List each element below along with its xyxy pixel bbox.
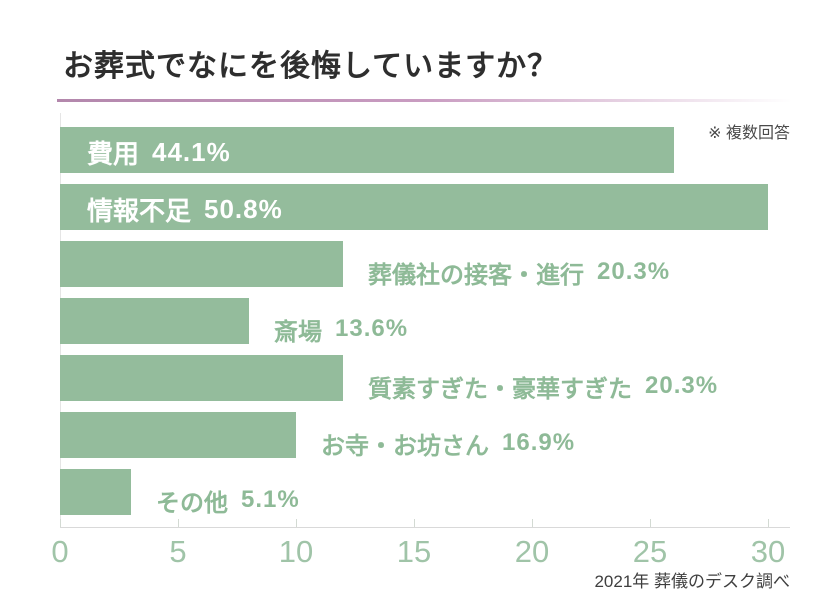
axis-tick-label: 30 — [750, 534, 786, 569]
axis-tick — [296, 519, 297, 527]
bar-percent: 5.1% — [241, 486, 300, 513]
bar — [60, 412, 296, 458]
bar-category: 葬儀社の接客・進行 — [368, 261, 584, 289]
bar-category: 斎場 — [274, 318, 322, 346]
title-underline — [57, 99, 792, 102]
bar-label: 情報不足 50.8% — [87, 184, 283, 230]
bar-row: お寺・お坊さん 16.9% — [60, 412, 790, 460]
bar-label: 斎場 13.6% — [274, 298, 409, 346]
axis-tick — [178, 519, 179, 527]
bar-row: 斎場 13.6% — [60, 298, 790, 346]
bar-category: 情報不足 — [87, 195, 192, 226]
bar-row: 質素すぎた・豪華すぎた 20.3% — [60, 355, 790, 403]
bar-category: その他 — [156, 489, 228, 517]
bar-label: 費用 44.1% — [87, 127, 231, 173]
bar — [60, 355, 343, 401]
axis-tick — [650, 519, 651, 527]
bar-percent: 50.8% — [204, 193, 283, 224]
bar-row: 葬儀社の接客・進行 20.3% — [60, 241, 790, 289]
page-title: お葬式でなにを後悔していますか？ — [63, 50, 559, 83]
bar-percent: 13.6% — [335, 315, 409, 342]
bar-percent: 20.3% — [597, 258, 671, 285]
axis-tick-label: 10 — [278, 534, 314, 569]
bar-percent: 20.3% — [645, 372, 719, 399]
bar — [60, 298, 249, 344]
bar — [60, 241, 343, 287]
bar-label: お寺・お坊さん 16.9% — [321, 412, 576, 460]
axis-tick-label: 15 — [396, 534, 432, 569]
bar — [60, 184, 768, 230]
axis-tick — [414, 519, 415, 527]
multiple-answers-note: ※ 複数回答 — [708, 125, 790, 142]
bar-category: お寺・お坊さん — [321, 432, 489, 460]
bar-percent: 44.1% — [152, 136, 231, 167]
bar-row: 費用 44.1% — [60, 127, 790, 173]
bar — [60, 127, 674, 173]
bar-row: その他 5.1% — [60, 469, 790, 517]
bar-label: 葬儀社の接客・進行 20.3% — [368, 241, 671, 289]
axis-tick — [768, 519, 769, 527]
bar-label: 質素すぎた・豪華すぎた 20.3% — [368, 355, 719, 403]
axis-tick-label: 20 — [514, 534, 550, 569]
axis-tick — [532, 519, 533, 527]
bar-label: その他 5.1% — [156, 469, 300, 517]
bar-category: 質素すぎた・豪華すぎた — [368, 375, 632, 403]
axis-tick-label: 0 — [51, 534, 69, 569]
bar-category: 費用 — [87, 138, 140, 169]
bar-percent: 16.9% — [502, 429, 576, 456]
source-credit: 2021年 葬儀のデスク調べ — [594, 572, 790, 591]
bar — [60, 469, 131, 515]
axis-tick-label: 5 — [169, 534, 187, 569]
bar-chart: 費用 44.1% 情報不足 50.8% 葬儀社の接客・進行 20.3% 斎場 13.6% 質素す… — [51, 113, 790, 573]
bar-row: 情報不足 50.8% — [60, 184, 790, 230]
axis-tick — [60, 519, 61, 527]
x-axis-line — [60, 527, 790, 528]
axis-tick-label: 25 — [632, 534, 668, 569]
